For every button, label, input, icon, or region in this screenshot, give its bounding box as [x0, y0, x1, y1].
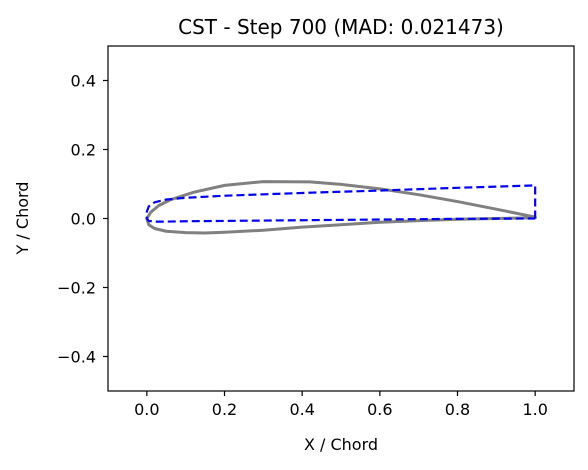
chart-title: CST - Step 700 (MAD: 0.021473) [178, 15, 504, 39]
x-tick-label: 0.2 [212, 400, 237, 419]
y-tick-label: 0.4 [71, 72, 96, 91]
y-axis-label: Y / Chord [13, 182, 32, 256]
x-tick-label: 0.0 [134, 400, 159, 419]
x-tick-label: 0.4 [289, 400, 314, 419]
series-line-0 [145, 180, 537, 235]
y-tick-label: −0.2 [57, 279, 96, 298]
y-tick-label: 0.2 [71, 141, 96, 160]
y-tick-label: 0.0 [71, 210, 96, 229]
x-tick-label: 0.8 [445, 400, 470, 419]
x-tick-label: 0.6 [367, 400, 392, 419]
series-line-1 [145, 184, 537, 223]
series-layer [145, 180, 537, 235]
x-axis-label: X / Chord [304, 435, 378, 454]
plot-area [107, 45, 575, 392]
x-axis-ticks: 0.0 0.2 0.4 0.6 0.8 1.0 [134, 391, 548, 419]
y-tick-label: −0.4 [57, 348, 96, 367]
y-axis-ticks: 0.4 0.2 0.0 −0.2 −0.4 [57, 72, 108, 367]
x-tick-label: 1.0 [522, 400, 547, 419]
